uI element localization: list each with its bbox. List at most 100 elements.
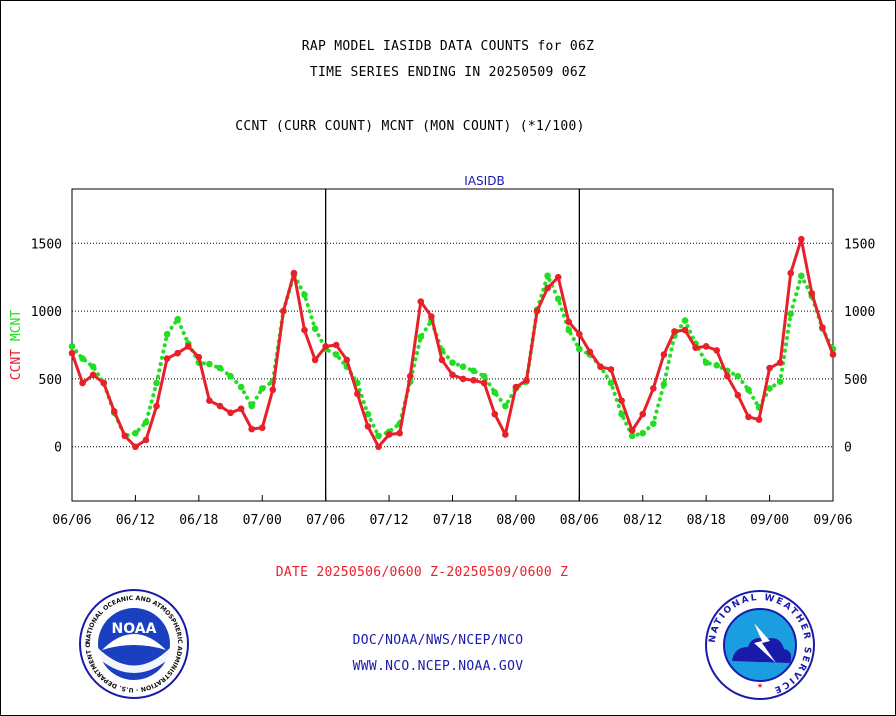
ccnt-point <box>808 290 816 297</box>
mcnt-point <box>206 360 213 368</box>
ccnt-point <box>702 343 710 350</box>
mcnt-point <box>618 410 625 418</box>
mcnt-point <box>68 343 76 350</box>
mcnt-point <box>301 291 308 299</box>
ccnt-point <box>301 326 308 334</box>
x-tick-label: 07/12 <box>370 513 409 528</box>
y-tick-label-left: 0 <box>54 441 62 456</box>
ccnt-point <box>660 351 668 358</box>
mcnt-point <box>576 345 583 353</box>
ccnt-point <box>406 372 414 380</box>
mcnt-point <box>216 364 224 372</box>
mcnt-point <box>142 419 150 426</box>
ccnt-point <box>269 386 277 394</box>
ccnt-point <box>206 397 213 404</box>
mcnt-point <box>491 389 499 396</box>
ccnt-point <box>438 356 446 364</box>
mcnt-point <box>628 432 636 440</box>
ccnt-point <box>681 326 689 334</box>
ccnt-point <box>449 371 456 379</box>
y-tick-label-right: 1500 <box>844 237 875 252</box>
ccnt-point <box>734 391 742 399</box>
ccnt-point <box>110 408 118 415</box>
mcnt-point <box>787 310 795 318</box>
ccnt-point <box>607 366 615 373</box>
ccnt-point <box>586 348 594 356</box>
ccnt-point <box>565 318 573 326</box>
mcnt-point <box>639 429 647 437</box>
mcnt-point <box>248 402 255 410</box>
date-range: DATE 20250506/0600 Z-20250509/0600 Z <box>275 565 569 580</box>
mcnt-point <box>332 351 340 358</box>
y-tick-label-left: 500 <box>39 373 62 388</box>
ccnt-point <box>819 324 826 331</box>
mcnt-point <box>650 420 657 427</box>
ccnt-point <box>597 363 604 371</box>
mcnt-point <box>364 410 372 418</box>
mcnt-point <box>766 385 773 392</box>
mcnt-point <box>163 330 171 338</box>
y-tick-label-left: 1000 <box>31 305 62 320</box>
ccnt-point <box>724 372 731 380</box>
mcnt-point <box>79 355 86 362</box>
ccnt-point <box>79 379 86 387</box>
footer-line1: DOC/NOAA/NWS/NCEP/NCO <box>352 633 524 648</box>
mcnt-point <box>681 317 689 324</box>
x-tick-label: 08/12 <box>623 513 662 528</box>
ccnt-point <box>523 376 530 384</box>
mcnt-point <box>470 367 477 375</box>
ccnt-point <box>227 409 234 417</box>
mcnt-point <box>258 385 266 392</box>
noaa-logo-text: NOAA <box>112 621 157 637</box>
y-tick-label-right: 1000 <box>844 305 875 320</box>
ccnt-point <box>322 343 329 350</box>
mcnt-point <box>565 326 573 334</box>
ccnt-point <box>258 424 266 432</box>
ccnt-point <box>153 402 160 410</box>
ccnt-point <box>311 356 319 364</box>
ccnt-point <box>745 413 752 421</box>
ccnt-point <box>639 410 647 418</box>
y-tick-label-right: 500 <box>844 373 867 388</box>
mcnt-point <box>449 359 456 366</box>
mcnt-point <box>502 402 509 410</box>
mcnt-point <box>554 295 562 303</box>
ccnt-point <box>576 330 583 338</box>
ccnt-point <box>755 416 763 423</box>
ccnt-point <box>332 341 340 349</box>
mcnt-point <box>375 432 382 440</box>
ccnt-point <box>459 375 467 383</box>
ccnt-point <box>142 436 150 444</box>
ccnt-point <box>554 273 562 281</box>
x-tick-label: 06/18 <box>179 513 218 528</box>
x-tick-label: 06/06 <box>52 513 91 528</box>
ccnt-point <box>776 359 784 366</box>
ccnt-point <box>121 432 129 440</box>
ccnt-point <box>68 349 76 357</box>
mcnt-point <box>459 363 467 371</box>
x-tick-label: 08/06 <box>560 513 599 528</box>
ccnt-point <box>343 356 351 364</box>
mcnt-point <box>132 429 139 437</box>
mcnt-point <box>607 379 615 387</box>
y-tick-label-right: 0 <box>844 441 852 456</box>
svg-text:★: ★ <box>757 680 763 691</box>
ccnt-point <box>248 425 255 433</box>
ccnt-point <box>290 269 298 277</box>
ccnt-point <box>618 397 625 404</box>
x-tick-label: 06/12 <box>116 513 155 528</box>
ccnt-point <box>195 353 203 361</box>
mcnt-point <box>89 363 97 371</box>
ccnt-point <box>396 429 403 437</box>
mcnt-point <box>174 315 181 323</box>
chart-subtitle: CCNT (CURR COUNT) MCNT (MON COUNT) (*1/1… <box>235 119 585 134</box>
ccnt-point <box>692 344 699 352</box>
x-tick-label: 07/18 <box>433 513 472 528</box>
ccnt-point <box>671 328 678 335</box>
ccnt-point <box>280 307 287 315</box>
ccnt-point <box>100 379 108 387</box>
mcnt-point <box>776 378 784 385</box>
ccnt-point <box>470 376 477 384</box>
footer-line2: WWW.NCO.NCEP.NOAA.GOV <box>352 659 524 674</box>
